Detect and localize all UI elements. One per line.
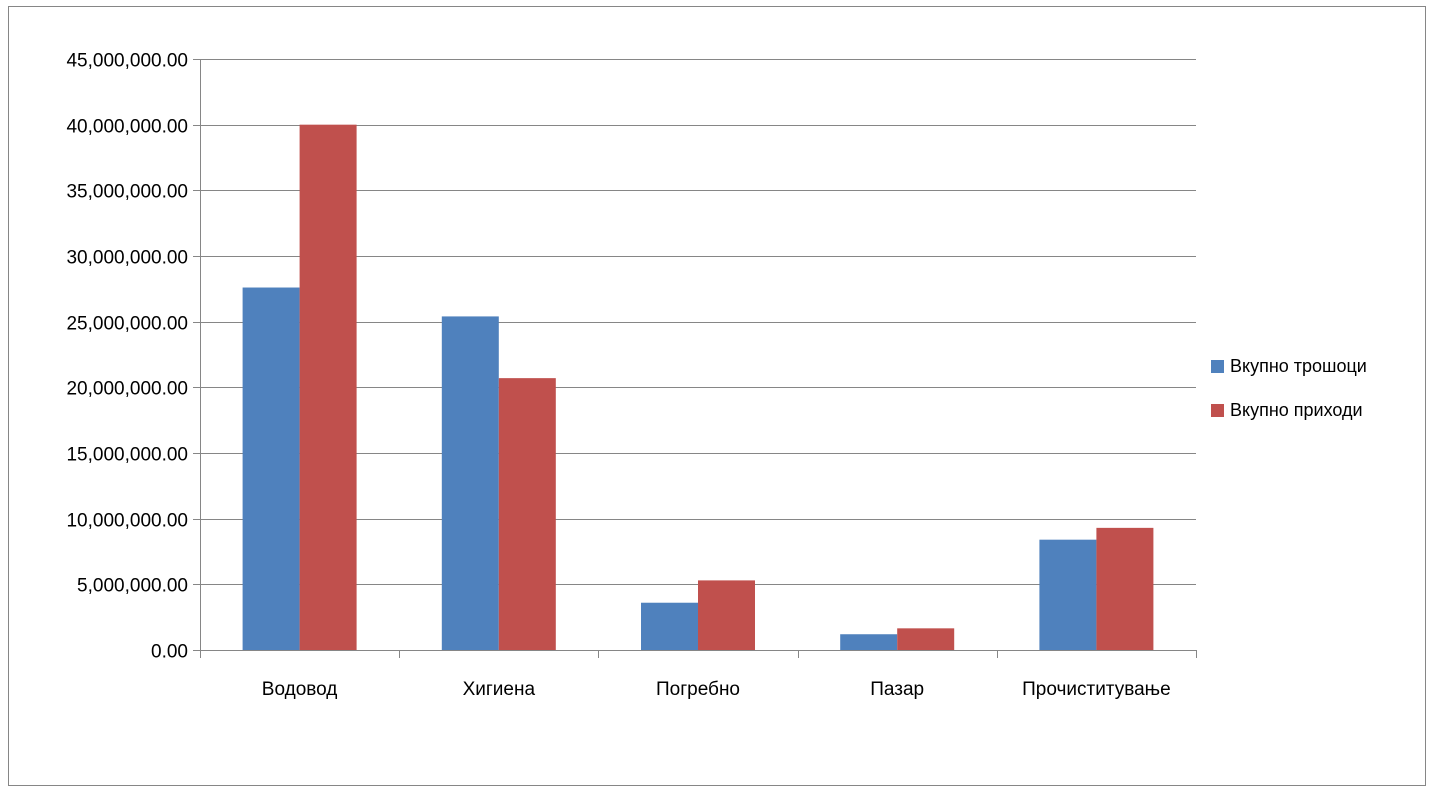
bar-chart: 0.00 5,000,000.00 10,000,000.00 15,000,000.… (66, 51, 1367, 701)
y-tick-label: 40,000,000.00 (66, 117, 188, 138)
bar-costs (641, 602, 698, 650)
x-tick-label: Пазар (870, 679, 924, 700)
legend-swatch (1211, 404, 1224, 417)
x-tick-label: Погребно (656, 679, 740, 700)
legend-swatch (1211, 360, 1224, 373)
y-tick-label: 20,000,000.00 (66, 379, 188, 400)
y-tick-label: 30,000,000.00 (66, 248, 188, 269)
x-tick-label: Хигиена (463, 679, 536, 700)
bar-costs (242, 287, 300, 650)
bar-costs (441, 316, 499, 650)
bar-revenue (698, 580, 755, 650)
x-tick-label: Прочиститување (1022, 679, 1171, 700)
y-tick-label: 45,000,000.00 (66, 51, 188, 72)
y-tick-label: 25,000,000.00 (66, 314, 188, 335)
x-tick-label: Водовод (262, 679, 338, 700)
y-tick-label: 10,000,000.00 (66, 511, 188, 532)
y-axis-tick-labels: 0.00 5,000,000.00 10,000,000.00 15,000,000.… (66, 51, 188, 663)
y-tick-label: 0.00 (151, 642, 188, 663)
legend-label: Вкупно приходи (1230, 400, 1363, 420)
bar-revenue (897, 628, 955, 650)
bar-costs (840, 634, 898, 650)
y-tick-label: 5,000,000.00 (77, 576, 188, 597)
axes (193, 59, 1197, 658)
bar-revenue (498, 378, 556, 650)
bar-costs (1039, 539, 1097, 650)
gridlines (200, 59, 1196, 585)
x-axis-tick-labels: Водовод Хигиена Погребно Пазар Прочиститувањ… (262, 679, 1171, 700)
legend: Вкупно трошоци Вкупно приходи (1211, 356, 1367, 420)
legend-label: Вкупно трошоци (1230, 356, 1367, 376)
bars (242, 124, 1154, 650)
bar-revenue (1096, 527, 1154, 650)
y-tick-label: 15,000,000.00 (66, 445, 188, 466)
bar-revenue (299, 124, 357, 650)
y-tick-label: 35,000,000.00 (66, 182, 188, 203)
